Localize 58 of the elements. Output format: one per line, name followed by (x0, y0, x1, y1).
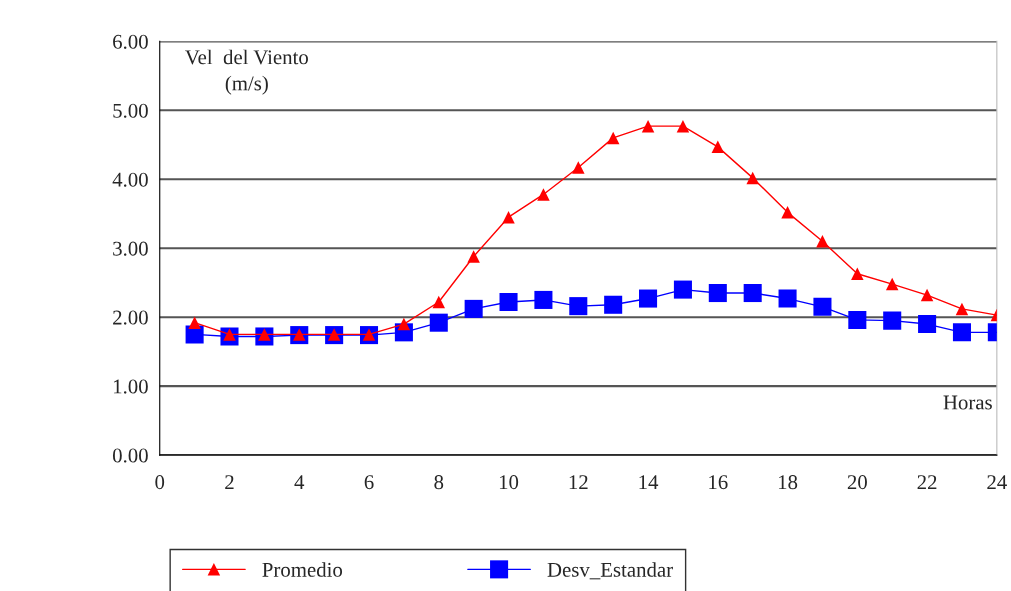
x-tick-label: 2 (225, 475, 234, 489)
legend-label: Promedio (262, 562, 343, 577)
point (673, 280, 692, 299)
point (851, 267, 864, 280)
x-tick-label: 8 (434, 475, 444, 490)
y-tick-label: 1.00 (114, 379, 148, 394)
point (499, 292, 518, 312)
point (432, 295, 446, 309)
point (885, 277, 899, 291)
point (743, 284, 762, 303)
x-tick-label: 12 (569, 475, 588, 489)
point (708, 284, 727, 303)
point (711, 140, 725, 154)
point (641, 119, 655, 133)
point (639, 289, 658, 308)
point (534, 290, 553, 309)
point (569, 297, 588, 316)
point (467, 250, 480, 263)
y-tick-label: 4.00 (112, 172, 148, 187)
x-tick-label: 4 (294, 475, 305, 489)
x-axis-title: Horas (943, 395, 992, 410)
y-tick-label: 6.00 (113, 34, 148, 49)
point (188, 316, 201, 329)
legend-label: Desv_Estandar (547, 562, 673, 580)
y-tick-label: 2.00 (113, 310, 148, 325)
x-tick-label: 22 (917, 475, 937, 489)
y-tick-label: 0.00 (112, 448, 148, 463)
x-tick-label: 18 (778, 475, 798, 490)
point (397, 317, 411, 331)
point (918, 315, 937, 334)
y-tick-label: 5.00 (113, 103, 148, 118)
x-tick-label: 14 (639, 475, 659, 489)
point (746, 171, 759, 185)
point (952, 323, 971, 342)
point (464, 299, 483, 318)
x-tick-label: 6 (364, 475, 374, 490)
point (883, 311, 902, 330)
point (955, 302, 969, 316)
x-tick-label: 16 (709, 475, 728, 490)
x-tick-label: 20 (847, 475, 867, 490)
point (606, 131, 620, 145)
point (781, 206, 794, 219)
point (816, 235, 829, 248)
point (920, 288, 934, 302)
point (848, 310, 867, 329)
y-axis-title: Vel del Viento (m/s) (185, 49, 308, 95)
x-tick-label: 0 (155, 475, 165, 490)
point (502, 210, 515, 224)
y-tick-label: 3.00 (113, 241, 148, 256)
point (572, 161, 585, 174)
x-tick-label: 10 (499, 475, 519, 490)
x-tick-label: 24 (987, 475, 1007, 489)
point (604, 295, 623, 314)
point (537, 188, 550, 201)
point (676, 119, 690, 133)
point (429, 313, 448, 332)
point (778, 289, 797, 308)
point (813, 297, 832, 316)
